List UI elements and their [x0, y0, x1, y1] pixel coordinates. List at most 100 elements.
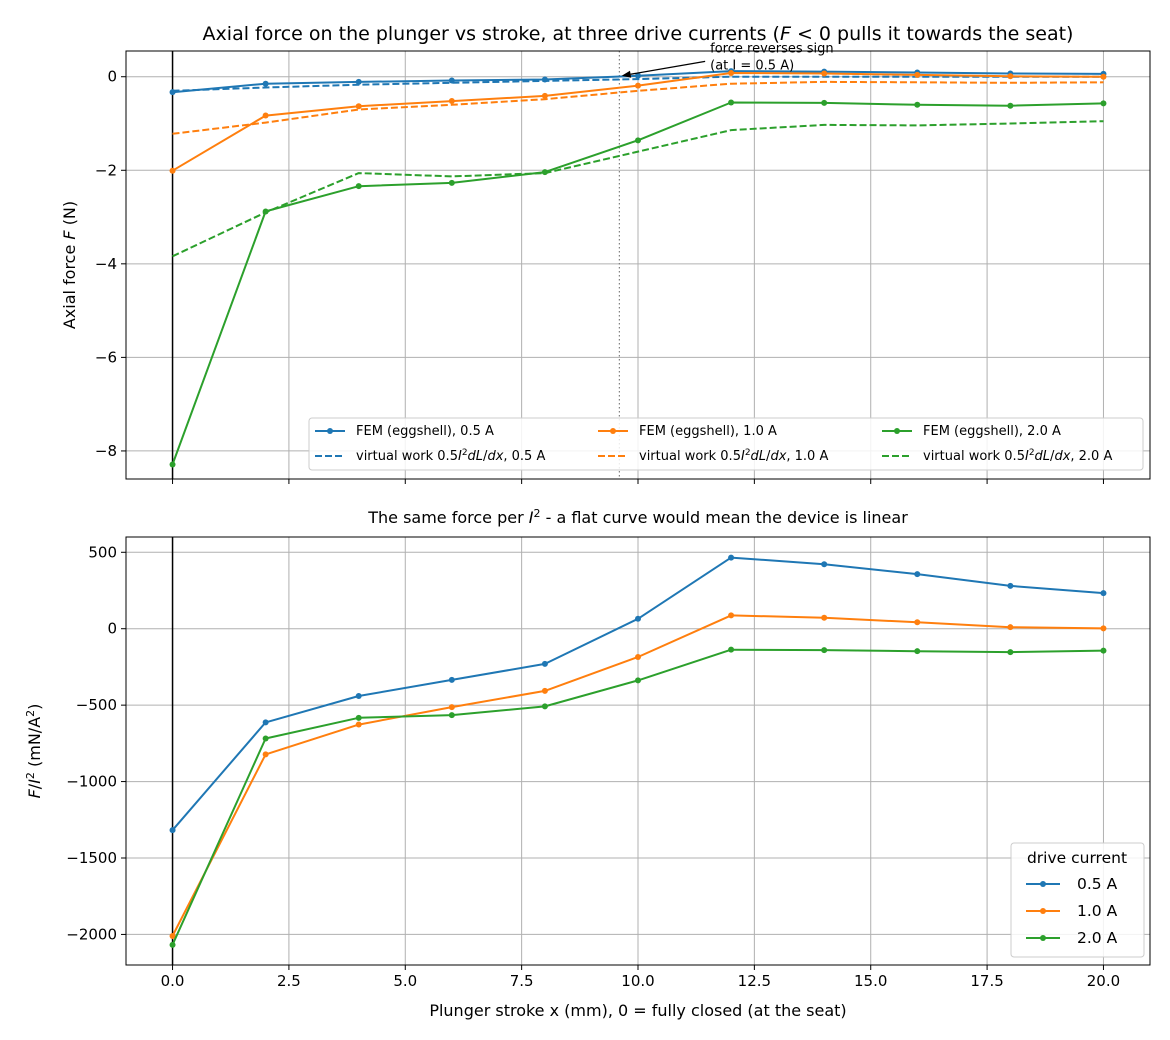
x-tick-label: 2.5: [277, 972, 301, 990]
data-point: [262, 735, 269, 742]
sign-reversal-annotation: force reverses sign (at I = 0.5 A): [621, 41, 834, 78]
annotation-arrow: [630, 60, 706, 75]
normalized-panel-series: [169, 554, 1107, 948]
data-point: [355, 692, 362, 699]
annotation-text-line-1: force reverses sign: [710, 41, 834, 56]
data-point: [169, 167, 176, 174]
normalized-y-axis-label: F/I2 (mN/A2): [24, 704, 44, 799]
data-point: [262, 751, 269, 758]
y-tick-label: −8: [95, 442, 117, 460]
legend-marker-fem-1-0a: [610, 428, 616, 434]
y-tick-label: −4: [95, 255, 117, 273]
data-point: [169, 941, 176, 948]
force-per-current-squared-panel: The same force per I2 - a flat curve wou…: [24, 507, 1151, 1020]
legend-marker-current-1-0a: [1040, 908, 1046, 914]
data-point: [1007, 649, 1014, 656]
data-point: [448, 676, 455, 683]
legend-entry-current-2-0a: 2.0 A: [1026, 929, 1118, 947]
data-point: [728, 99, 735, 106]
y-tick-label: −2: [95, 161, 117, 179]
data-point: [355, 78, 362, 85]
x-tick-label: 7.5: [510, 972, 534, 990]
force-panel-legend: FEM (eggshell), 0.5 A FEM (eggshell), 1.…: [308, 417, 1144, 471]
legend-label-fem-0-5a: FEM (eggshell), 0.5 A: [356, 424, 494, 439]
data-point: [1100, 100, 1107, 107]
legend-label-fem-1-0a: FEM (eggshell), 1.0 A: [639, 424, 777, 439]
data-point: [821, 614, 828, 621]
legend-entry-vw-0-5a: virtual work 0.5I2dL/dx, 0.5 A: [315, 448, 545, 464]
data-point: [262, 80, 269, 87]
drive-current-legend-frame: [1010, 842, 1145, 958]
y-tick-label: 500: [88, 543, 117, 561]
legend-label-vw-2-0a: virtual work 0.5I2dL/dx, 2.0 A: [923, 448, 1112, 464]
virtual-work-line-3: [172, 80, 1104, 135]
data-point: [169, 827, 176, 834]
data-point: [914, 101, 921, 108]
data-point: [355, 714, 362, 721]
legend-marker-current-0-5a: [1040, 881, 1046, 887]
legend-label-fem-2-0a: FEM (eggshell), 2.0 A: [923, 424, 1061, 439]
x-axis-label: Plunger stroke x (mm), 0 = fully closed …: [429, 1001, 846, 1020]
data-point: [448, 712, 455, 719]
y-tick-label: 0: [107, 620, 117, 638]
data-point: [541, 660, 548, 667]
data-point: [914, 619, 921, 626]
x-tick-label: 17.5: [970, 972, 1003, 990]
data-point: [728, 646, 735, 653]
data-point: [1007, 624, 1014, 631]
annotation-text-line-2: (at I = 0.5 A): [710, 58, 794, 73]
data-point: [448, 98, 455, 105]
legend-entry-fem-1-0a: FEM (eggshell), 1.0 A: [598, 424, 777, 439]
drive-current-legend: drive current 0.5 A 1.0 A 2.0 A: [1010, 842, 1145, 958]
legend-label-current-1-0a: 1.0 A: [1077, 902, 1118, 920]
force-panel-title: Axial force on the plunger vs stroke, at…: [203, 23, 1074, 45]
legend-entry-fem-2-0a: FEM (eggshell), 2.0 A: [882, 424, 1061, 439]
y-tick-label: −1500: [66, 849, 117, 867]
normalized-panel-title: The same force per I2 - a flat curve wou…: [367, 507, 908, 527]
data-point: [821, 99, 828, 106]
force-panel-ticks: 0 −2 −4 −6 −8: [95, 68, 1104, 484]
data-point: [1007, 582, 1014, 589]
legend-label-current-0-5a: 0.5 A: [1077, 875, 1118, 893]
data-point: [1100, 590, 1107, 597]
virtual-work-line-5: [172, 120, 1104, 258]
legend-label-current-2-0a: 2.0 A: [1077, 929, 1118, 947]
y-tick-label: −2000: [66, 925, 117, 943]
y-tick-label: −1000: [66, 773, 117, 791]
data-point: [635, 615, 641, 622]
legend-entry-fem-0-5a: FEM (eggshell), 0.5 A: [315, 424, 494, 439]
data-point: [355, 103, 362, 110]
data-point: [541, 687, 548, 694]
data-point: [355, 183, 362, 190]
force-panel-grid: [126, 51, 1150, 479]
data-point: [1100, 625, 1107, 632]
data-point: [914, 71, 921, 78]
data-point: [262, 719, 269, 726]
y-tick-label: −500: [76, 696, 117, 714]
data-point: [728, 69, 735, 76]
data-point: [635, 653, 641, 660]
legend-marker-current-2-0a: [1040, 935, 1046, 941]
x-tick-label: 10.0: [621, 972, 654, 990]
legend-entry-current-1-0a: 1.0 A: [1026, 902, 1118, 920]
force-y-axis-label: Axial force F (N): [60, 201, 79, 329]
x-tick-label: 5.0: [393, 972, 417, 990]
data-point: [728, 612, 735, 619]
y-tick-label: −6: [95, 348, 117, 366]
x-tick-label: 15.0: [854, 972, 887, 990]
normalized-panel-grid: [126, 537, 1150, 965]
data-point: [821, 70, 828, 77]
force-panel: Axial force on the plunger vs stroke, at…: [60, 23, 1151, 484]
data-point: [169, 461, 176, 468]
legend-label-vw-0-5a: virtual work 0.5I2dL/dx, 0.5 A: [356, 448, 545, 464]
data-point: [355, 721, 362, 728]
x-tick-label: 20.0: [1087, 972, 1120, 990]
legend-label-vw-1-0a: virtual work 0.5I2dL/dx, 1.0 A: [639, 448, 828, 464]
data-point: [169, 932, 176, 939]
x-tick-label: 12.5: [738, 972, 771, 990]
data-point: [1100, 73, 1107, 80]
force-legend-frame: [308, 417, 1144, 471]
legend-entry-vw-2-0a: virtual work 0.5I2dL/dx, 2.0 A: [882, 448, 1112, 464]
data-point: [541, 703, 548, 710]
data-point: [635, 82, 641, 89]
